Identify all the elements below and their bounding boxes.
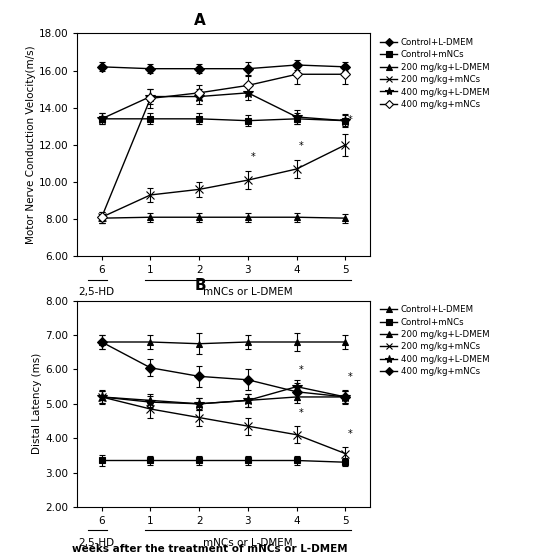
- Text: 2,5-HD: 2,5-HD: [78, 538, 114, 548]
- Legend: Control+L-DMEM, Control+mNCs, 200 mg/kg+L-DMEM, 200 mg/kg+mNCs, 400 mg/kg+L-DMEM: Control+L-DMEM, Control+mNCs, 200 mg/kg+…: [380, 38, 489, 109]
- Text: B: B: [194, 278, 206, 294]
- Text: mNCs or L-DMEM: mNCs or L-DMEM: [203, 287, 293, 297]
- Text: *: *: [348, 372, 353, 382]
- Y-axis label: Distal Latency (ms): Distal Latency (ms): [33, 353, 43, 455]
- Text: *: *: [251, 152, 255, 162]
- Y-axis label: Motor Nerve Conduction Velocity(m/s): Motor Nerve Conduction Velocity(m/s): [26, 46, 36, 244]
- Text: *: *: [348, 428, 353, 438]
- Text: mNCs or L-DMEM: mNCs or L-DMEM: [203, 538, 293, 548]
- Text: *: *: [348, 115, 353, 125]
- Text: *: *: [299, 408, 304, 418]
- Legend: Control+L-DMEM, Control+mNCs, 200 mg/kg+L-DMEM, 200 mg/kg+mNCs, 400 mg/kg+L-DMEM: Control+L-DMEM, Control+mNCs, 200 mg/kg+…: [380, 305, 489, 377]
- Text: *: *: [299, 365, 304, 375]
- Text: 2,5-HD: 2,5-HD: [78, 287, 114, 297]
- Text: A: A: [194, 12, 206, 27]
- Text: weeks after the treatment of mNCs or L-DMEM: weeks after the treatment of mNCs or L-D…: [72, 544, 348, 554]
- Text: *: *: [299, 141, 304, 151]
